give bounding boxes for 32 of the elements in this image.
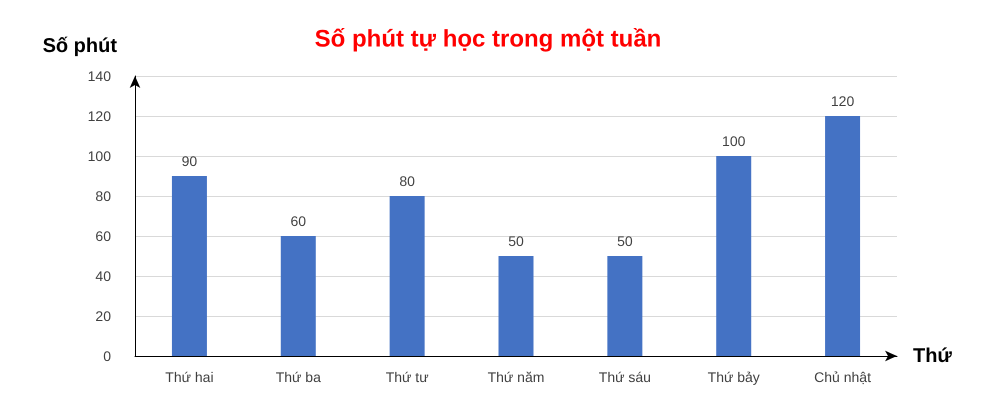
y-tick-label: 120 (88, 108, 112, 124)
y-axis-title: Số phút (42, 35, 118, 57)
chart-title: Số phút tự học trong một tuần (314, 26, 662, 52)
bar (498, 256, 534, 356)
y-tick-label: 80 (95, 188, 112, 204)
data-label: 80 (399, 173, 416, 189)
x-tick-label: Thứ tư (386, 369, 429, 385)
data-label: 120 (830, 93, 854, 109)
data-label: 50 (617, 233, 633, 249)
data-label: 90 (182, 153, 198, 169)
x-tick-label: Thứ bảy (708, 369, 760, 385)
bar (716, 156, 752, 356)
bar (172, 176, 207, 356)
y-tick-label: 60 (95, 228, 112, 244)
bar (390, 196, 425, 356)
data-label: 60 (290, 213, 306, 229)
x-axis-title: Thứ (913, 345, 952, 367)
bar (607, 256, 642, 356)
data-label: 50 (508, 233, 524, 249)
data-label: 100 (722, 133, 746, 149)
y-tick-label: 40 (95, 268, 112, 284)
x-tick-label: Thứ năm (488, 369, 544, 385)
x-tick-label: Thứ hai (165, 369, 214, 385)
bar (280, 236, 316, 356)
x-tick-label: Chủ nhật (814, 369, 872, 385)
y-tick-label: 100 (88, 148, 112, 164)
y-tick-label: 0 (103, 348, 112, 364)
bar (825, 116, 860, 356)
y-tick-label: 140 (88, 68, 112, 84)
y-tick-label: 20 (95, 308, 112, 324)
x-tick-label: Thứ ba (276, 369, 322, 385)
x-tick-label: Thứ sáu (598, 369, 651, 385)
